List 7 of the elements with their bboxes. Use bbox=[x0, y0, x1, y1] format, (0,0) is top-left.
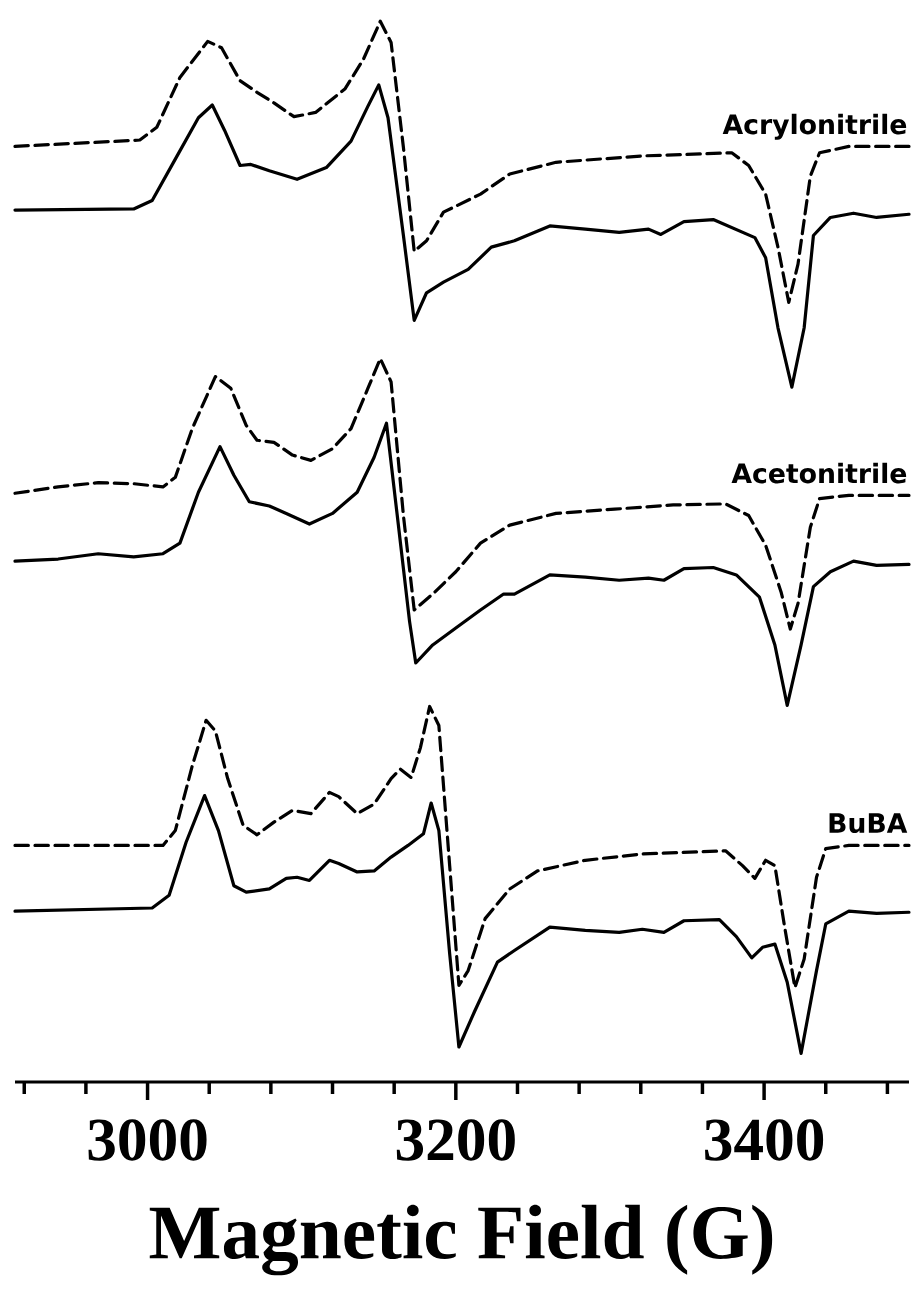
x-tick-label: 3000 bbox=[88, 1119, 207, 1161]
x-tick-label: 3200 bbox=[396, 1119, 515, 1161]
annotation: Acrylonitrile bbox=[722, 113, 907, 140]
x-axis-title: Magnetic Field (G) bbox=[149, 1204, 773, 1276]
x-tick-label: 3400 bbox=[705, 1119, 824, 1161]
annotation: Acetonitrile bbox=[731, 462, 907, 484]
annotation: BuBA bbox=[829, 813, 908, 834]
